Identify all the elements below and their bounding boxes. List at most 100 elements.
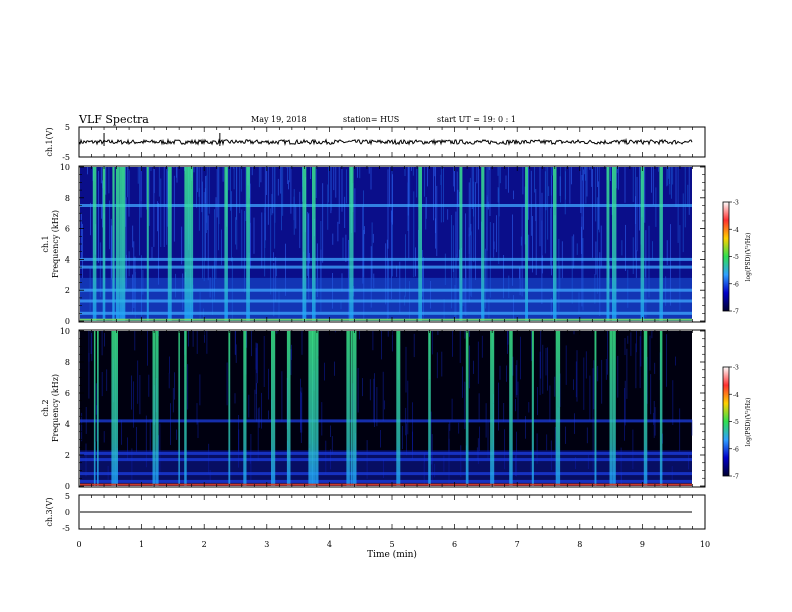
spec-texture <box>81 213 82 261</box>
spec-texture <box>515 365 517 398</box>
ytick-label: 10 <box>60 327 70 336</box>
spec-texture <box>273 252 274 261</box>
spec-texture <box>387 169 389 249</box>
spec-texture <box>539 351 541 396</box>
spec-texture <box>536 433 538 464</box>
spec-texture <box>654 362 656 374</box>
spec-texture <box>206 331 208 354</box>
spec-texture <box>101 372 103 397</box>
xtick-label-8: 8 <box>577 540 582 549</box>
spec-texture <box>148 374 150 397</box>
spec-texture <box>635 167 636 224</box>
spec-texture <box>547 347 548 391</box>
spec-texture <box>516 360 518 395</box>
spec-texture <box>616 167 617 189</box>
spec-texture <box>90 202 91 236</box>
spec-texture <box>198 167 200 197</box>
spec-texture <box>582 238 584 311</box>
cb-tick-label: -7 <box>733 474 739 481</box>
spec-texture <box>374 373 375 427</box>
spec-texture <box>285 243 286 296</box>
ytick-label: 10 <box>60 163 70 172</box>
spec-burst-6 <box>178 331 180 486</box>
ch2-colorbar-label: log(PSD)(V²/Hz) <box>745 398 752 447</box>
spec-texture <box>274 167 276 249</box>
spec-texture <box>330 425 331 437</box>
spec-texture <box>248 394 250 418</box>
spec-texture <box>688 167 690 215</box>
spec-texture <box>679 408 681 452</box>
spec-texture <box>240 167 242 192</box>
spec-texture <box>595 167 597 222</box>
spec-texture <box>231 191 232 262</box>
spec-texture <box>149 419 151 456</box>
spec-texture <box>264 167 266 241</box>
spec-texture <box>226 362 228 406</box>
spec-texture <box>675 356 676 366</box>
cb-tick-label: -6 <box>733 281 739 288</box>
spec-texture <box>359 331 360 340</box>
spec-texture <box>658 167 659 172</box>
spec-texture <box>341 167 343 212</box>
spec-burst-29 <box>659 331 663 486</box>
spec-texture <box>281 167 282 231</box>
spec-texture <box>411 167 412 171</box>
spec-texture <box>471 167 473 209</box>
spec-texture <box>478 393 480 420</box>
spec-texture <box>666 167 668 187</box>
spec-texture <box>645 260 646 278</box>
spec-burst-2 <box>111 331 116 486</box>
spec-texture <box>198 188 200 231</box>
spec-texture <box>434 167 436 177</box>
ch3-ytick-minus5: -5 <box>62 524 70 533</box>
spec-texture <box>389 167 390 207</box>
spec-texture <box>452 225 454 272</box>
cb-tick-label: -6 <box>733 446 739 453</box>
spec-texture <box>281 371 283 422</box>
spec-texture <box>601 359 603 404</box>
spec-texture <box>454 167 455 192</box>
spec-texture <box>635 196 636 259</box>
spec-texture <box>241 209 243 268</box>
spec-texture <box>571 236 573 304</box>
spec-texture <box>427 167 428 187</box>
spec-texture <box>424 167 425 197</box>
spec-burst-1 <box>102 167 106 321</box>
spec-texture <box>496 215 497 253</box>
spec-texture <box>268 410 269 419</box>
spec-burst-18 <box>396 331 401 486</box>
spec-texture <box>267 167 269 225</box>
spec-texture <box>515 399 516 412</box>
spec-texture <box>300 378 301 433</box>
spec-texture <box>636 331 637 353</box>
spec-texture <box>436 185 438 257</box>
spec-texture <box>316 243 318 298</box>
ch2-colorbar-ticks: -3 -4 -5 -6 -7 <box>729 365 739 481</box>
ch1-colorbar-label: log(PSD)(V²/Hz) <box>745 233 752 282</box>
spec-texture <box>537 387 538 416</box>
spec-texture <box>583 169 584 230</box>
spec-texture <box>205 176 206 261</box>
spec-texture <box>246 331 248 348</box>
ch1-waveform-panel: 5 -5 ch.1(V) <box>45 123 706 162</box>
spec-texture <box>412 431 413 459</box>
spec-texture <box>651 331 653 339</box>
spec-burst-5 <box>155 331 159 486</box>
ch1-spectrogram-data <box>80 167 692 321</box>
xtick-label-10: 10 <box>700 540 710 549</box>
cb-tick-label: -5 <box>733 419 739 426</box>
spec-texture <box>517 381 519 420</box>
spec-texture <box>559 176 561 196</box>
spec-band-3 <box>80 451 692 455</box>
spec-texture <box>459 331 461 363</box>
spec-texture <box>387 331 389 337</box>
spec-texture <box>520 336 521 380</box>
spec-texture <box>287 167 289 168</box>
spec-texture <box>256 383 257 422</box>
spec-texture <box>342 237 344 259</box>
spec-texture <box>407 380 409 435</box>
spec-texture <box>593 360 595 410</box>
spec-texture <box>357 167 358 178</box>
start-time-label: start UT = 19: 0 : 1 <box>437 115 516 124</box>
spec-texture <box>376 387 378 427</box>
